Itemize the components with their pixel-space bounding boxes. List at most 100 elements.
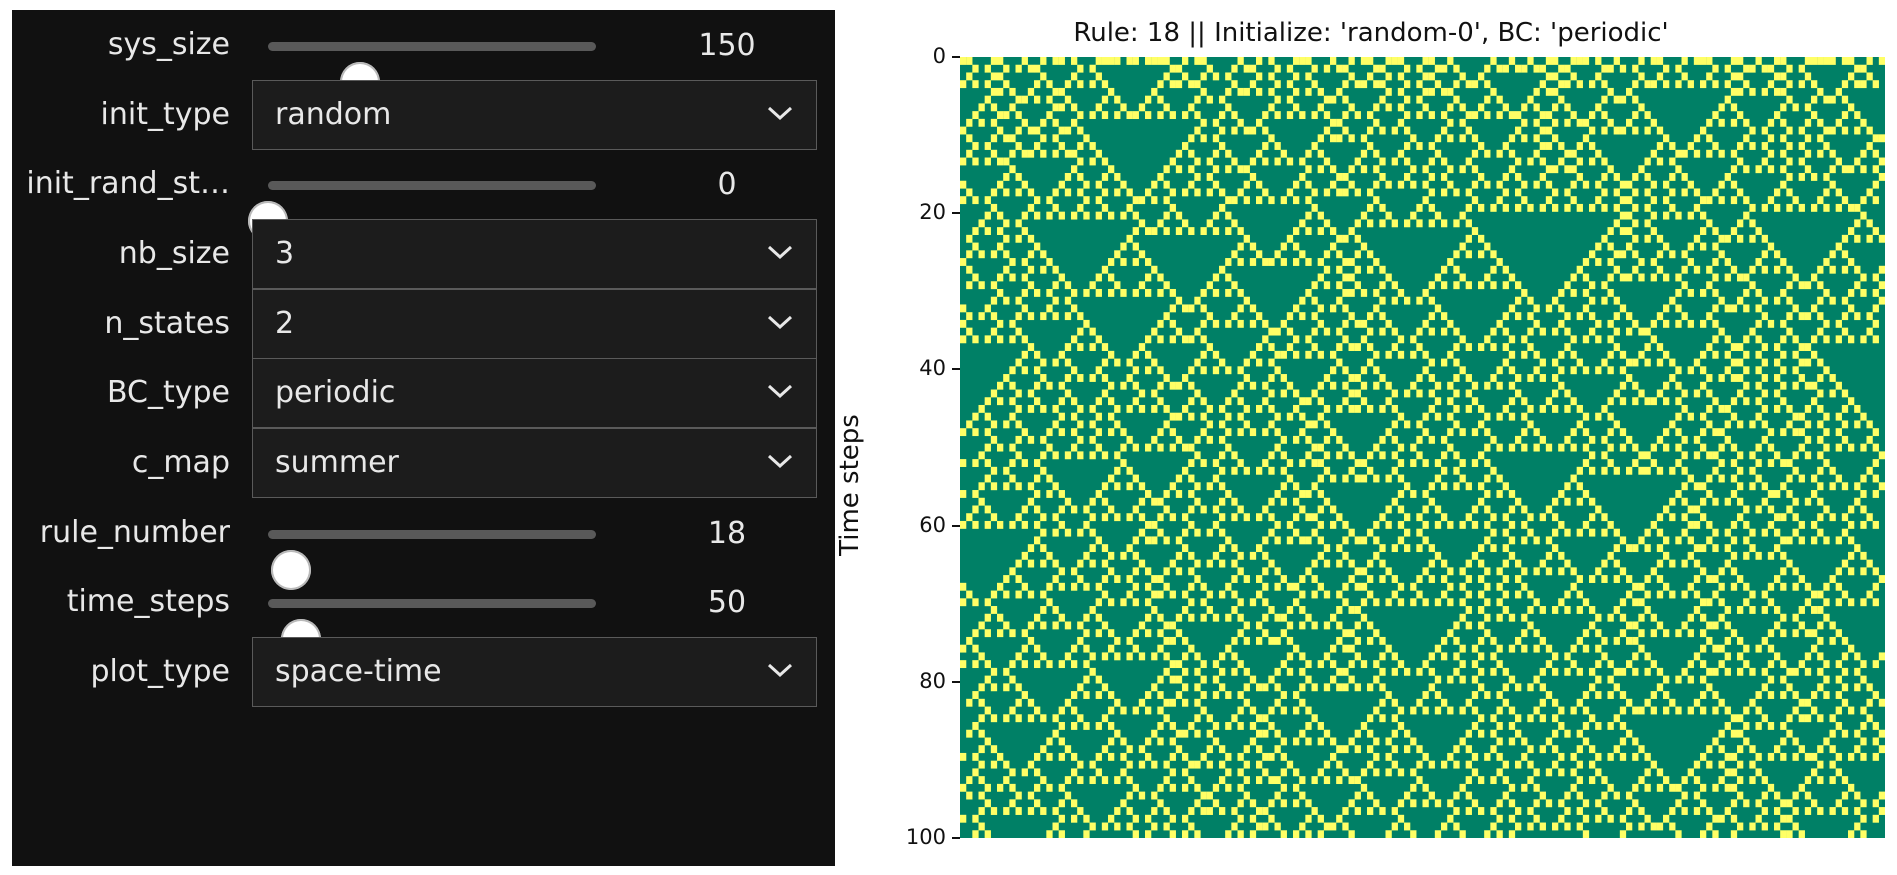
cell-on xyxy=(1601,513,1608,522)
cell-on xyxy=(1823,536,1830,545)
cell-on xyxy=(1663,397,1670,406)
cell-on xyxy=(1552,606,1559,614)
cell-on xyxy=(1478,621,1485,630)
cell-on xyxy=(990,203,998,212)
cell-on xyxy=(1138,343,1146,351)
cell-on xyxy=(1268,389,1275,398)
cell-on xyxy=(990,118,998,127)
cell-on xyxy=(1607,613,1614,622)
cell-on xyxy=(1564,281,1571,290)
cell-on xyxy=(966,791,973,800)
cell-on xyxy=(1774,544,1781,553)
cell-on xyxy=(1175,381,1183,390)
cell-on xyxy=(1465,791,1472,800)
cell-on xyxy=(1515,760,1522,769)
cell-on xyxy=(1027,149,1035,158)
cell-on xyxy=(1737,776,1744,785)
sys-size-slider[interactable] xyxy=(268,42,596,102)
cell-on xyxy=(1860,737,1867,746)
time-steps-slider[interactable] xyxy=(268,599,596,659)
cell-on xyxy=(1613,389,1620,398)
cell-on xyxy=(1607,258,1614,266)
cell-on xyxy=(1755,165,1762,174)
cell-on xyxy=(1089,528,1096,537)
cell-on xyxy=(1317,722,1324,730)
cell-on xyxy=(1169,203,1176,212)
cell-on xyxy=(1693,760,1701,769)
cell-on xyxy=(1835,582,1842,591)
cell-on xyxy=(1299,428,1306,437)
bc-type-dropdown[interactable]: periodic xyxy=(252,358,817,428)
cell-on xyxy=(1373,118,1380,127)
cell-on xyxy=(1687,258,1694,266)
cell-on xyxy=(1317,814,1324,823)
cell-on xyxy=(1718,698,1725,707)
c-map-dropdown[interactable]: summer xyxy=(252,428,817,498)
cell-on xyxy=(1453,219,1460,228)
cell-on xyxy=(1786,799,1793,808)
cell-on xyxy=(1064,312,1072,321)
cell-on xyxy=(1681,482,1688,491)
cell-on xyxy=(1841,729,1849,738)
cell-on xyxy=(1638,745,1645,754)
init-rand-state-slider[interactable] xyxy=(248,181,596,241)
cell-on xyxy=(1027,126,1035,135)
cell-on xyxy=(1724,559,1731,568)
cell-on xyxy=(1681,389,1688,398)
cell-on xyxy=(1175,327,1183,336)
cell-on xyxy=(1064,343,1072,351)
cell-on xyxy=(1576,172,1583,181)
cell-on xyxy=(972,273,979,282)
rule-number-slider[interactable] xyxy=(268,530,596,590)
cell-on xyxy=(1829,636,1836,645)
cell-on xyxy=(1262,683,1269,692)
cell-on xyxy=(1095,288,1102,297)
nb-size-dropdown[interactable]: 3 xyxy=(252,219,817,289)
cell-on xyxy=(1582,118,1590,127)
cell-on xyxy=(1009,520,1016,529)
cell-on xyxy=(1188,381,1195,390)
cell-on xyxy=(1669,250,1676,259)
cell-on xyxy=(1280,768,1287,777)
cell-on xyxy=(1397,536,1405,545)
cell-on xyxy=(1391,389,1398,398)
cell-on xyxy=(1305,660,1312,669)
cell-on xyxy=(1083,814,1090,823)
init-type-dropdown[interactable]: random xyxy=(252,80,817,150)
cell-on xyxy=(1854,203,1861,212)
plot-type-dropdown[interactable]: space-time xyxy=(252,637,817,707)
cell-on xyxy=(1182,466,1189,475)
cell-on xyxy=(1348,776,1355,785)
cell-on xyxy=(1114,822,1121,831)
cell-on xyxy=(1626,211,1633,220)
cell-on xyxy=(1416,327,1423,336)
cell-on xyxy=(1182,513,1189,522)
cell-on xyxy=(1471,551,1479,560)
cell-on xyxy=(1848,165,1855,174)
cell-on xyxy=(1755,288,1762,297)
cell-on xyxy=(1305,567,1312,576)
cell-on xyxy=(1656,783,1664,792)
cell-on xyxy=(1848,830,1855,838)
cell-on xyxy=(1737,482,1744,491)
cell-on xyxy=(1835,118,1842,127)
cell-on xyxy=(1027,760,1035,769)
cell-on xyxy=(1712,621,1719,630)
cell-on xyxy=(960,582,967,591)
cell-on xyxy=(1280,737,1287,746)
cell-on xyxy=(972,111,979,120)
cell-on xyxy=(1730,582,1738,591)
rule-number-slider-handle[interactable] xyxy=(270,550,311,590)
cell-on xyxy=(1151,180,1158,189)
cell-on xyxy=(1268,103,1275,112)
cell-on xyxy=(1120,180,1127,189)
cell-on xyxy=(1447,598,1454,607)
cell-on xyxy=(1249,381,1257,390)
cell-on xyxy=(1101,575,1109,583)
cell-on xyxy=(1730,830,1738,838)
cell-on xyxy=(1601,188,1608,197)
cell-on xyxy=(1058,799,1065,808)
cell-on xyxy=(1644,606,1651,614)
cell-on xyxy=(1866,714,1873,723)
n-states-dropdown[interactable]: 2 xyxy=(252,289,817,359)
